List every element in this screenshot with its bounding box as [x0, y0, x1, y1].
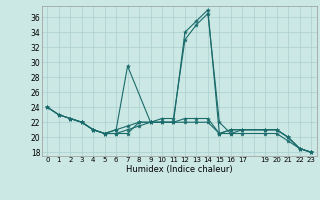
X-axis label: Humidex (Indice chaleur): Humidex (Indice chaleur) [126, 165, 233, 174]
